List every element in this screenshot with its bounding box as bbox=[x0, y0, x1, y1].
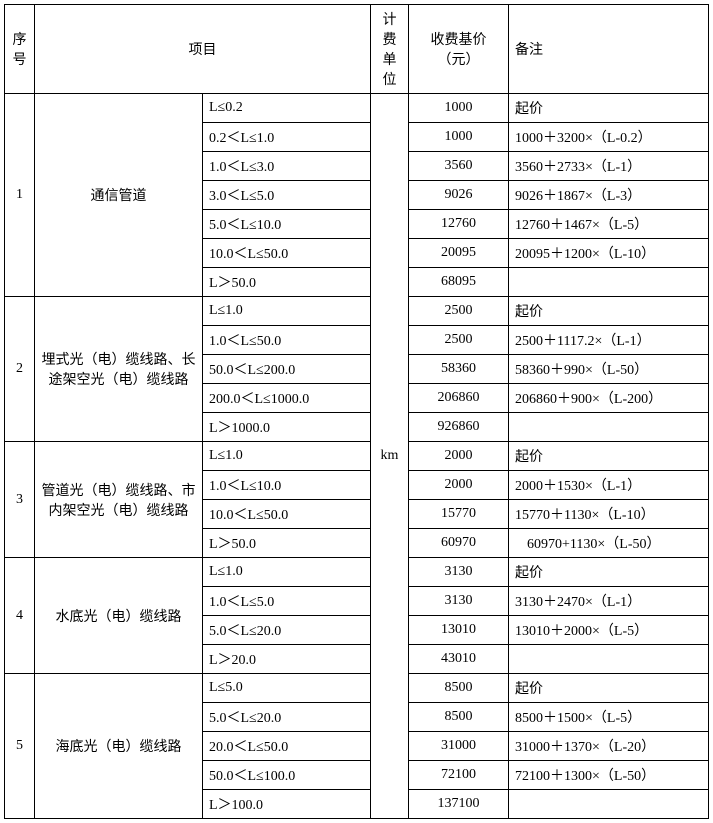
range-cell: L＞20.0 bbox=[203, 645, 371, 674]
price-cell: 8500 bbox=[409, 674, 509, 703]
range-cell: 1.0＜L≤10.0 bbox=[203, 471, 371, 500]
remark-cell: 206860＋900×（L-200） bbox=[509, 384, 709, 413]
item-name-cell: 海底光（电）缆线路 bbox=[35, 674, 203, 819]
remark-cell: 15770＋1130×（L-10） bbox=[509, 500, 709, 529]
remark-cell: 72100＋1300×（L-50） bbox=[509, 761, 709, 790]
range-cell: 20.0＜L≤50.0 bbox=[203, 732, 371, 761]
remark-cell: 起价 bbox=[509, 558, 709, 587]
remark-cell: 8500＋1500×（L-5） bbox=[509, 703, 709, 732]
price-cell: 60970 bbox=[409, 529, 509, 558]
remark-cell: 20095＋1200×（L-10） bbox=[509, 239, 709, 268]
range-cell: 50.0＜L≤100.0 bbox=[203, 761, 371, 790]
remark-cell: 2000＋1530×（L-1） bbox=[509, 471, 709, 500]
range-cell: 3.0＜L≤5.0 bbox=[203, 181, 371, 210]
range-cell: L＞50.0 bbox=[203, 268, 371, 297]
remark-cell bbox=[509, 645, 709, 674]
range-cell: 5.0＜L≤10.0 bbox=[203, 210, 371, 239]
remark-cell: 起价 bbox=[509, 674, 709, 703]
remark-cell: 12760＋1467×（L-5） bbox=[509, 210, 709, 239]
remark-cell: 起价 bbox=[509, 94, 709, 123]
item-name-cell: 管道光（电）缆线路、市内架空光（电）缆线路 bbox=[35, 442, 203, 558]
price-cell: 12760 bbox=[409, 210, 509, 239]
remark-cell bbox=[509, 790, 709, 819]
range-cell: L≤1.0 bbox=[203, 558, 371, 587]
range-cell: 10.0＜L≤50.0 bbox=[203, 239, 371, 268]
range-cell: L≤1.0 bbox=[203, 442, 371, 471]
remark-cell: 13010＋2000×（L-5） bbox=[509, 616, 709, 645]
price-cell: 2500 bbox=[409, 326, 509, 355]
table-row: 2埋式光（电）缆线路、长途架空光（电）缆线路L≤1.02500起价 bbox=[5, 297, 709, 326]
pricing-table: 序号 项目 计费单位 收费基价（元） 备注 1通信管道L≤0.2km1000起价… bbox=[4, 4, 709, 819]
header-price: 收费基价（元） bbox=[409, 5, 509, 94]
range-cell: 5.0＜L≤20.0 bbox=[203, 703, 371, 732]
range-cell: L≤0.2 bbox=[203, 94, 371, 123]
price-cell: 9026 bbox=[409, 181, 509, 210]
table-row: 5海底光（电）缆线路L≤5.08500起价 bbox=[5, 674, 709, 703]
price-cell: 43010 bbox=[409, 645, 509, 674]
remark-cell: 31000＋1370×（L-20） bbox=[509, 732, 709, 761]
range-cell: 5.0＜L≤20.0 bbox=[203, 616, 371, 645]
price-cell: 15770 bbox=[409, 500, 509, 529]
seq-cell: 4 bbox=[5, 558, 35, 674]
table-row: 1通信管道L≤0.2km1000起价 bbox=[5, 94, 709, 123]
range-cell: L＞100.0 bbox=[203, 790, 371, 819]
seq-cell: 3 bbox=[5, 442, 35, 558]
range-cell: 10.0＜L≤50.0 bbox=[203, 500, 371, 529]
price-cell: 2000 bbox=[409, 471, 509, 500]
table-row: 3管道光（电）缆线路、市内架空光（电）缆线路L≤1.02000起价 bbox=[5, 442, 709, 471]
header-seq: 序号 bbox=[5, 5, 35, 94]
remark-cell: 58360＋990×（L-50） bbox=[509, 355, 709, 384]
seq-cell: 5 bbox=[5, 674, 35, 819]
price-cell: 2500 bbox=[409, 297, 509, 326]
remark-cell: 3560＋2733×（L-1） bbox=[509, 152, 709, 181]
item-name-cell: 水底光（电）缆线路 bbox=[35, 558, 203, 674]
remark-cell: 3130＋2470×（L-1） bbox=[509, 587, 709, 616]
seq-cell: 2 bbox=[5, 297, 35, 442]
range-cell: L＞1000.0 bbox=[203, 413, 371, 442]
range-cell: L＞50.0 bbox=[203, 529, 371, 558]
price-cell: 206860 bbox=[409, 384, 509, 413]
remark-cell: 2500＋1117.2×（L-1） bbox=[509, 326, 709, 355]
price-cell: 2000 bbox=[409, 442, 509, 471]
header-item: 项目 bbox=[35, 5, 371, 94]
price-cell: 1000 bbox=[409, 123, 509, 152]
price-cell: 72100 bbox=[409, 761, 509, 790]
price-cell: 1000 bbox=[409, 94, 509, 123]
header-remark: 备注 bbox=[509, 5, 709, 94]
price-cell: 8500 bbox=[409, 703, 509, 732]
header-unit: 计费单位 bbox=[371, 5, 409, 94]
range-cell: L≤5.0 bbox=[203, 674, 371, 703]
price-cell: 20095 bbox=[409, 239, 509, 268]
remark-cell: 9026＋1867×（L-3） bbox=[509, 181, 709, 210]
price-cell: 3130 bbox=[409, 587, 509, 616]
remark-cell: 起价 bbox=[509, 442, 709, 471]
range-cell: 0.2＜L≤1.0 bbox=[203, 123, 371, 152]
price-cell: 31000 bbox=[409, 732, 509, 761]
unit-cell: km bbox=[371, 94, 409, 819]
range-cell: 200.0＜L≤1000.0 bbox=[203, 384, 371, 413]
remark-cell bbox=[509, 413, 709, 442]
price-cell: 13010 bbox=[409, 616, 509, 645]
remark-cell bbox=[509, 268, 709, 297]
price-cell: 3130 bbox=[409, 558, 509, 587]
remark-cell: 60970+1130×（L-50） bbox=[509, 529, 709, 558]
seq-cell: 1 bbox=[5, 94, 35, 297]
table-body: 1通信管道L≤0.2km1000起价0.2＜L≤1.010001000＋3200… bbox=[5, 94, 709, 819]
item-name-cell: 埋式光（电）缆线路、长途架空光（电）缆线路 bbox=[35, 297, 203, 442]
price-cell: 58360 bbox=[409, 355, 509, 384]
range-cell: L≤1.0 bbox=[203, 297, 371, 326]
price-cell: 137100 bbox=[409, 790, 509, 819]
range-cell: 1.0＜L≤5.0 bbox=[203, 587, 371, 616]
remark-cell: 起价 bbox=[509, 297, 709, 326]
range-cell: 50.0＜L≤200.0 bbox=[203, 355, 371, 384]
remark-cell: 1000＋3200×（L-0.2） bbox=[509, 123, 709, 152]
price-cell: 3560 bbox=[409, 152, 509, 181]
price-cell: 68095 bbox=[409, 268, 509, 297]
table-header: 序号 项目 计费单位 收费基价（元） 备注 bbox=[5, 5, 709, 94]
table-row: 4水底光（电）缆线路L≤1.03130起价 bbox=[5, 558, 709, 587]
range-cell: 1.0＜L≤3.0 bbox=[203, 152, 371, 181]
item-name-cell: 通信管道 bbox=[35, 94, 203, 297]
range-cell: 1.0＜L≤50.0 bbox=[203, 326, 371, 355]
price-cell: 926860 bbox=[409, 413, 509, 442]
